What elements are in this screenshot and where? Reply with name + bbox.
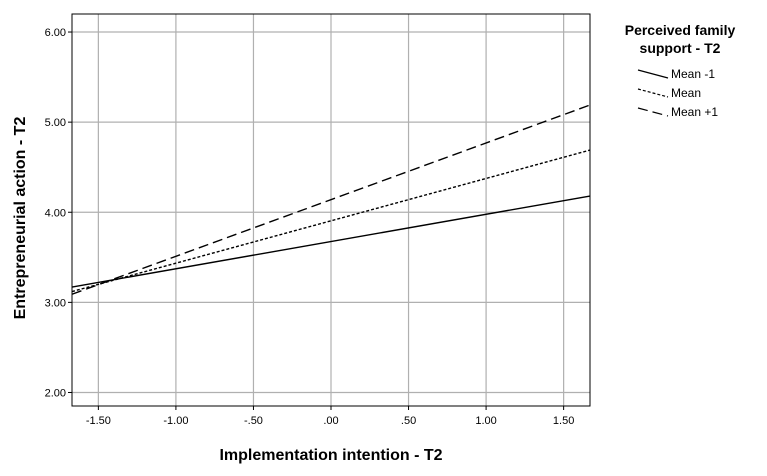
legend-swatch-2 <box>637 88 669 98</box>
legend-swatch-3 <box>637 107 669 117</box>
x-tick-label: -.50 <box>244 415 263 427</box>
series-line-3 <box>71 104 591 295</box>
x-tick-label: 1.00 <box>475 415 496 427</box>
series-line-2 <box>71 149 591 293</box>
y-axis-title: Entrepreneurial action - T2 <box>12 117 29 320</box>
y-tick-label: 3.00 <box>45 297 66 309</box>
legend: Perceived family support - T2 Mean -1Mea… <box>625 22 736 119</box>
x-tick-label: -1.50 <box>86 415 111 427</box>
legend-label-3: Mean +1 <box>671 105 718 119</box>
x-axis-ticks: -1.50 -1.00 -.50 .00 .50 1.00 1.50 <box>86 406 574 427</box>
x-tick-label: .50 <box>401 415 416 427</box>
series-line-1 <box>71 195 591 288</box>
x-tick-label: -1.00 <box>163 415 188 427</box>
y-axis-ticks: 2.00 3.00 4.00 5.00 6.00 <box>45 27 72 399</box>
y-tick-label: 4.00 <box>45 207 66 219</box>
legend-title-line-1: Perceived family <box>625 22 736 38</box>
legend-title-line-2: support - T2 <box>640 40 721 56</box>
legend-items: Mean -1 Mean Mean +1 <box>637 67 718 119</box>
y-tick-label: 5.00 <box>45 117 66 129</box>
series-lines <box>71 104 591 295</box>
legend-label-2: Mean <box>671 86 701 100</box>
y-tick-label: 2.00 <box>45 387 66 399</box>
x-tick-label: .00 <box>323 415 338 427</box>
y-tick-label: 6.00 <box>45 27 66 39</box>
x-tick-label: 1.50 <box>553 415 574 427</box>
legend-swatch-1 <box>637 69 669 79</box>
x-axis-title: Implementation intention - T2 <box>219 447 442 464</box>
grid-lines <box>72 14 590 406</box>
legend-label-1: Mean -1 <box>671 67 715 81</box>
